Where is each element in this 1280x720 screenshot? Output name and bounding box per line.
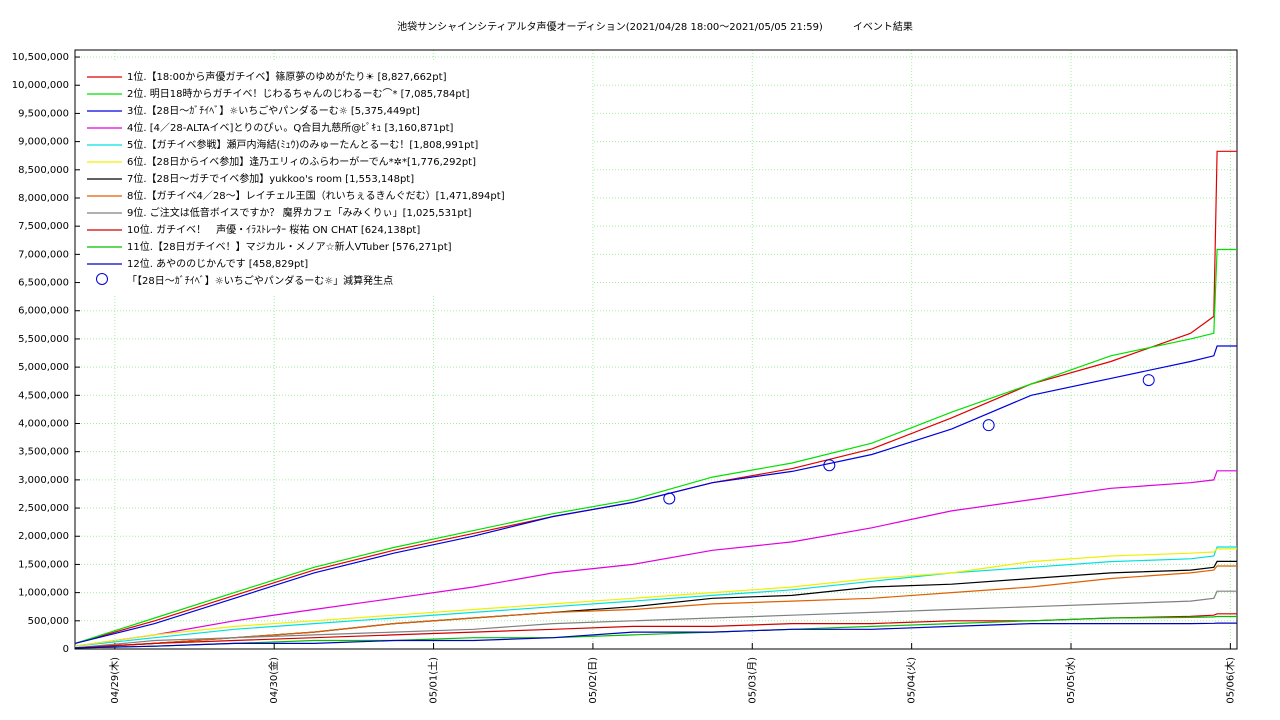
reduction-marker xyxy=(1142,374,1155,387)
y-tick-label: 10,000,000 xyxy=(12,80,69,91)
y-tick-label: 7,500,000 xyxy=(18,221,69,232)
legend-label: 11位.【28日ガチイベ！】マジカル・メノア☆新人VTuber [576,271… xyxy=(127,240,452,253)
y-tick-label: 7,000,000 xyxy=(18,249,69,260)
y-tick-label: 3,500,000 xyxy=(18,447,69,458)
legend-label: 12位. あやののじかんです [458,829pt] xyxy=(127,257,308,270)
legend-label: 1位.【18:00から声優ガチイベ】篠原夢のゆめがたり☀ [8,827,662p… xyxy=(127,70,447,83)
y-tick-label: 9,500,000 xyxy=(18,108,69,119)
legend-label: 7位.【28日〜ガチでイベ参加】yukkoo's room [1,553,148… xyxy=(127,172,414,185)
y-tick-label: 500,000 xyxy=(28,616,69,627)
legend-label: 3位.【28日〜ｶﾞﾁｲﾍﾞ】☼いちごやパンダるーむ☼ [5,375,449pt… xyxy=(127,104,420,117)
y-tick-label: 5,000,000 xyxy=(18,362,69,373)
series-line xyxy=(74,248,1237,644)
y-tick-label: 2,000,000 xyxy=(18,531,69,542)
chart-title: 池袋サンシャインシティアルタ声優オーディション(2021/04/28 18:00… xyxy=(397,20,913,33)
series-line xyxy=(74,560,1237,649)
x-tick-label: 05/05(水) xyxy=(1065,657,1077,704)
y-tick-label: 1,500,000 xyxy=(18,559,69,570)
series-line xyxy=(74,548,1237,647)
y-tick-label: 8,000,000 xyxy=(18,193,69,204)
legend-label: 6位.【28日からイベ参加】逢乃エリィのふらわーがーでん*✲*[1,776,29… xyxy=(127,155,476,168)
y-tick-label: 1,000,000 xyxy=(18,588,69,599)
y-tick-label: 0 xyxy=(63,644,69,655)
series-line xyxy=(74,613,1237,649)
y-tick-label: 6,000,000 xyxy=(18,306,69,317)
y-tick-label: 9,000,000 xyxy=(18,137,69,148)
y-tick-label: 6,500,000 xyxy=(18,278,69,289)
x-tick-label: 04/30(金) xyxy=(267,657,280,704)
y-tick-label: 5,500,000 xyxy=(18,334,69,345)
y-tick-label: 3,000,000 xyxy=(18,475,69,486)
reduction-marker xyxy=(823,459,836,472)
y-tick-label: 4,000,000 xyxy=(18,418,69,429)
reduction-marker xyxy=(982,419,995,432)
y-tick-label: 2,500,000 xyxy=(18,503,69,514)
x-tick-label: 05/03(月) xyxy=(746,657,758,704)
x-tick-label: 05/06(木) xyxy=(1224,657,1236,704)
series-line xyxy=(74,565,1237,649)
legend-marker xyxy=(96,273,108,285)
series-line xyxy=(74,622,1237,649)
x-tick-label: 05/02(日) xyxy=(588,657,599,704)
y-tick-label: 4,500,000 xyxy=(18,390,69,401)
legend-label: 4位. [4／28-ALTAイベ]とりのぴぃ。Q合目九慈所@ﾋﾟｷｭ [3,16… xyxy=(127,121,454,134)
plot-frame xyxy=(74,49,1238,650)
series-line xyxy=(74,546,1237,647)
series-line xyxy=(74,345,1237,644)
x-tick-label: 04/29(木) xyxy=(109,657,121,704)
series-line xyxy=(74,590,1237,649)
legend-box xyxy=(80,62,592,296)
y-tick-label: 10,500,000 xyxy=(12,52,69,63)
series-line xyxy=(74,470,1237,647)
legend-label: 10位. ガチイベ！ 声優・ｲﾗｽﾄﾚｰﾀｰ 桜祐 ON CHAT [624,1… xyxy=(127,223,420,236)
x-tick-label: 05/01(土) xyxy=(427,657,440,704)
y-tick-label: 8,500,000 xyxy=(18,165,69,176)
legend-label: 5位.【ガチイベ参戦】瀬戸内海結(ﾐｭｳ)のみゅーたんとるーむ！[1,808,9… xyxy=(127,138,478,151)
legend-label: 9位. ご注文は低音ボイスですか？ 魔界カフェ「みみくりぃ」[1,025,531… xyxy=(127,206,472,219)
x-tick-label: 05/04(火) xyxy=(906,657,918,704)
legend-label: 2位. 明日18時からガチイベ！じわるちゃんのじわるーむ⌒* [7,085,78… xyxy=(127,87,470,100)
series-line xyxy=(74,150,1237,644)
legend-label: 「【28日〜ｶﾞﾁｲﾍﾞ】☼いちごやパンダるーむ☼」減算発生点 xyxy=(127,274,393,287)
legend-label: 8位.【ガチイベ4／28〜】レイチェル王国（れいちぇるきんぐだむ）[1,471,… xyxy=(127,189,505,202)
reduction-marker xyxy=(663,492,676,505)
